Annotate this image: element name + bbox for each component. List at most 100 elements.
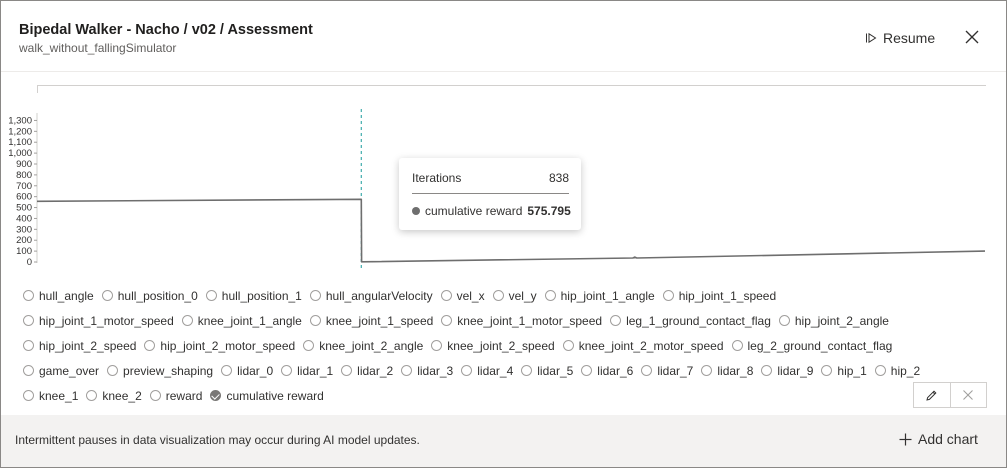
series-toggle[interactable]: hip_joint_2_motor_speed: [144, 339, 295, 353]
series-toggle-label: knee_joint_1_angle: [197, 313, 302, 328]
tooltip-divider: [412, 193, 569, 194]
series-toggle-label: hip_joint_2_motor_speed: [160, 338, 296, 353]
edit-chart-button[interactable]: [914, 383, 950, 407]
radio-icon: [23, 340, 34, 351]
series-toggle[interactable]: knee_joint_1_motor_speed: [441, 314, 602, 328]
series-toggle[interactable]: lidar_0: [221, 364, 273, 378]
pencil-icon: [926, 389, 937, 401]
series-toggle[interactable]: knee_joint_2_motor_speed: [562, 338, 724, 353]
radio-icon: [731, 340, 743, 351]
series-toggle[interactable]: hull_angle: [23, 289, 94, 303]
y-tick-label: 0: [27, 257, 32, 268]
series-toggle-label: vel_y: [508, 288, 537, 303]
y-tick-label: 100: [16, 246, 32, 257]
series-toggle[interactable]: lidar_6: [581, 364, 633, 378]
remove-chart-button[interactable]: [949, 383, 987, 407]
radio-icon: [107, 365, 119, 376]
series-toggle-label: knee_joint_2_angle: [319, 338, 424, 353]
series-toggle-label: lidar_9: [777, 363, 814, 378]
series-toggle[interactable]: lidar_2: [341, 364, 393, 378]
radio-icon: [544, 290, 556, 301]
radio-icon: [610, 315, 622, 326]
series-toggle-label: leg_2_ground_contact_flag: [747, 338, 893, 353]
series-toggle-label: game_over: [39, 363, 100, 378]
series-toggle[interactable]: hip_1: [821, 364, 867, 378]
close-icon[interactable]: [963, 28, 981, 46]
tooltip-x-label: Iterations: [412, 171, 462, 185]
series-toggle[interactable]: knee_joint_2_angle: [303, 339, 423, 353]
series-toggle-label: hip_2: [890, 363, 921, 378]
series-toggle[interactable]: leg_1_ground_contact_flag: [610, 314, 771, 328]
y-tick-label: 1,200: [8, 126, 32, 137]
series-toggle-label: lidar_4: [477, 363, 514, 378]
series-toggle-label: knee_joint_1_motor_speed: [457, 313, 603, 328]
series-toggle[interactable]: vel_y: [492, 288, 537, 303]
series-toggle[interactable]: knee_2: [86, 388, 142, 403]
series-toggle-label: hip_joint_1_angle: [560, 288, 655, 303]
series-toggle[interactable]: lidar_3: [401, 364, 453, 378]
page-title: Bipedal Walker - Nacho / v02 / Assessmen…: [19, 22, 313, 38]
series-toggle[interactable]: leg_2_ground_contact_flag: [731, 338, 893, 353]
series-toggle[interactable]: vel_x: [440, 288, 485, 303]
series-toggle-label: hull_position_1: [221, 288, 302, 303]
series-toggle[interactable]: knee_joint_1_angle: [181, 313, 302, 328]
line-chart[interactable]: 01002003004005006007008009001,0001,1001,…: [1, 101, 1006, 276]
series-toggle[interactable]: lidar_5: [521, 364, 573, 378]
series-toggle-label: lidar_8: [717, 363, 754, 378]
series-toggle-label: hip_joint_1_speed: [678, 288, 777, 303]
y-tick-label: 600: [16, 192, 32, 203]
series-toggle[interactable]: knee_1: [23, 389, 78, 403]
series-toggle[interactable]: cumulative reward: [210, 389, 324, 403]
radio-icon: [23, 290, 34, 301]
series-toggle[interactable]: lidar_7: [641, 364, 693, 378]
series-toggle-label: lidar_3: [417, 363, 454, 378]
series-toggle[interactable]: hip_2: [874, 363, 921, 378]
radio-icon: [492, 290, 504, 301]
series-toggle[interactable]: hip_joint_2_speed: [23, 339, 136, 353]
series-toggle[interactable]: knee_joint_1_speed: [309, 314, 433, 328]
series-toggle-list: hull_angle hull_position_0 hull_position_1…: [23, 283, 923, 408]
series-toggle-label: knee_joint_2_motor_speed: [578, 338, 724, 353]
radio-icon: [221, 365, 233, 376]
y-tick-label: 300: [16, 224, 32, 235]
series-toggle[interactable]: game_over: [23, 364, 99, 378]
series-toggle[interactable]: knee_joint_2_speed: [431, 338, 555, 353]
series-toggle[interactable]: hull_angularVelocity: [309, 288, 433, 303]
radio-icon: [303, 340, 315, 351]
radio-icon: [662, 290, 674, 301]
y-tick-label: 200: [16, 235, 32, 246]
series-toggle[interactable]: lidar_4: [461, 364, 513, 378]
series-toggle-label: lidar_5: [537, 363, 574, 378]
radio-icon: [101, 290, 113, 301]
tooltip-series-value: 575.795: [527, 204, 571, 218]
series-toggle-label: leg_1_ground_contact_flag: [626, 313, 771, 328]
series-toggle[interactable]: lidar_9: [761, 364, 813, 378]
toggle-row: game_over preview_shaping lidar_0 lidar_1 li…: [23, 358, 923, 383]
series-toggle[interactable]: reward: [149, 389, 202, 403]
series-toggle[interactable]: hip_joint_1_motor_speed: [23, 314, 174, 328]
series-toggle[interactable]: hip_joint_1_angle: [544, 288, 655, 303]
radio-icon: [309, 315, 321, 326]
series-toggle[interactable]: preview_shaping: [107, 364, 213, 378]
series-toggle-label: hull_angularVelocity: [325, 288, 433, 303]
series-toggle-label: knee_2: [102, 388, 142, 403]
radio-icon: [149, 390, 161, 401]
series-toggle[interactable]: hull_position_0: [101, 289, 198, 303]
radio-icon: [23, 365, 34, 376]
series-toggle[interactable]: hip_joint_1_speed: [662, 288, 777, 303]
series-toggle[interactable]: hip_joint_2_angle: [778, 314, 889, 328]
resume-label: Resume: [883, 30, 936, 46]
resume-button[interactable]: Resume: [865, 30, 935, 46]
series-toggle-label: lidar_2: [357, 363, 394, 378]
series-toggle[interactable]: lidar_1: [281, 364, 333, 378]
series-toggle-label: knee_joint_2_speed: [447, 338, 555, 353]
add-chart-button[interactable]: Add chart: [899, 431, 978, 447]
series-toggle-label: lidar_6: [597, 363, 634, 378]
series-toggle-label: vel_x: [456, 288, 485, 303]
radio-icon: [309, 290, 321, 301]
chart-frame-edge: [37, 85, 38, 93]
series-toggle[interactable]: lidar_8: [701, 364, 753, 378]
radio-icon: [641, 365, 653, 376]
series-toggle[interactable]: hull_position_1: [205, 288, 302, 303]
